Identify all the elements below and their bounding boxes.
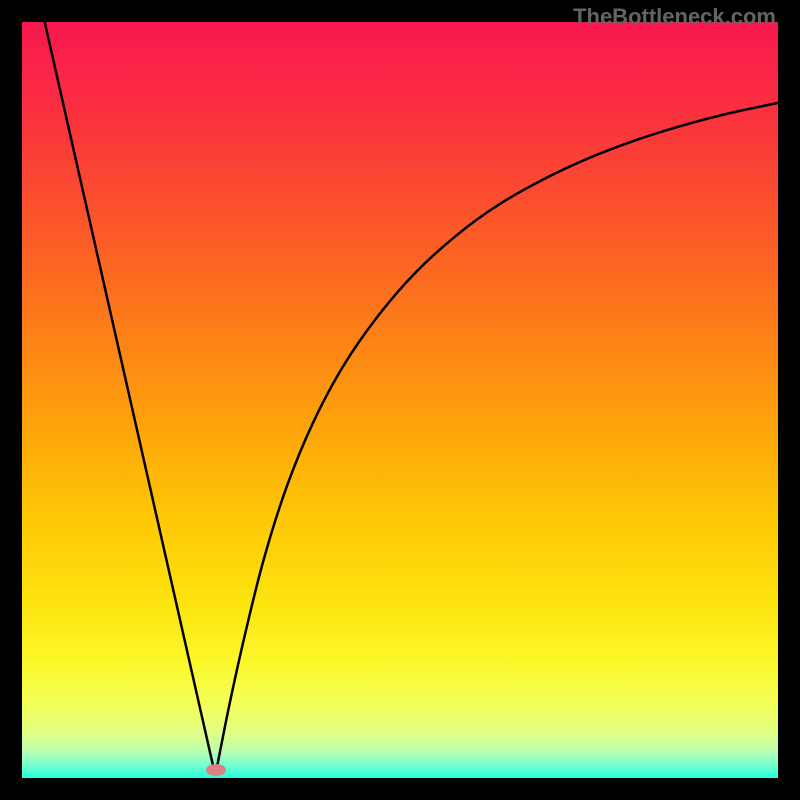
watermark-text: TheBottleneck.com — [573, 4, 776, 30]
plot-area — [22, 22, 778, 778]
curve-left-branch — [45, 22, 214, 767]
curve-svg — [22, 22, 778, 778]
min-marker — [206, 764, 226, 776]
curve-right-branch — [217, 103, 778, 767]
